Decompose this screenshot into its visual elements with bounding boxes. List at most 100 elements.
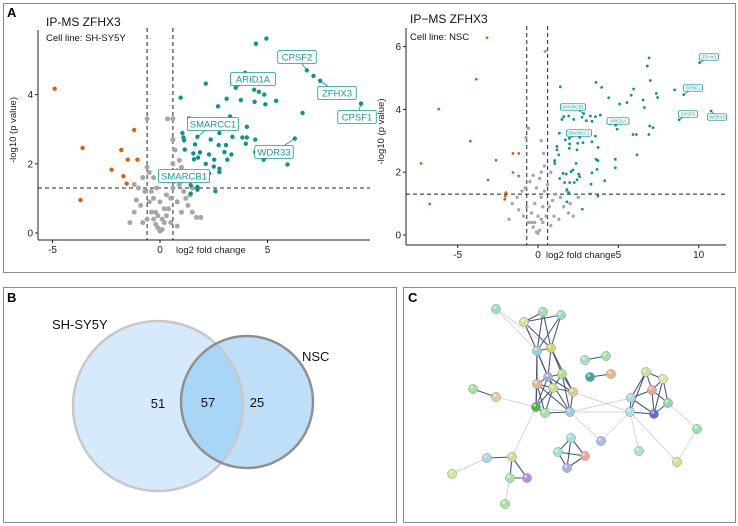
down-point — [52, 86, 57, 91]
ns-point — [541, 151, 546, 156]
network-edge-weak — [572, 391, 631, 413]
ns-point — [539, 217, 543, 221]
ns-point — [528, 179, 532, 184]
network-node-highlight — [493, 305, 497, 309]
ns-point — [576, 195, 580, 200]
down-point — [468, 139, 472, 143]
y-tick-label: 0 — [27, 229, 33, 240]
ns-point — [176, 182, 182, 188]
network-edge-strong — [523, 314, 562, 323]
up-point — [223, 142, 229, 148]
network-node-highlight — [542, 409, 546, 413]
protein-label: CPSF2 — [282, 53, 313, 64]
up-point — [225, 157, 230, 162]
up-point — [262, 92, 267, 97]
up-point — [253, 41, 259, 46]
ns-point — [146, 169, 152, 175]
ns-point — [151, 195, 157, 201]
network-node-highlight — [603, 352, 607, 356]
up-point — [195, 155, 201, 160]
up-point — [576, 141, 580, 145]
up-point — [197, 150, 203, 155]
down-point — [119, 147, 124, 153]
ns-point — [163, 192, 169, 198]
up-point — [557, 153, 561, 157]
up-point — [555, 148, 559, 152]
ns-point — [174, 223, 180, 229]
down-point — [78, 197, 83, 203]
up-point — [567, 191, 571, 195]
up-point — [358, 101, 364, 106]
up-point — [224, 96, 229, 101]
ns-point — [161, 206, 167, 212]
ns-point — [138, 202, 144, 208]
panel-c-letter: C — [408, 290, 418, 305]
up-point — [182, 147, 187, 152]
ns-point — [127, 220, 133, 226]
ns-point — [144, 116, 150, 122]
venn-outline-shsy5y — [71, 319, 245, 493]
ns-point — [550, 198, 555, 203]
ns-point — [524, 135, 528, 140]
network-node — [546, 343, 556, 353]
up-point — [581, 141, 585, 145]
up-point — [613, 157, 617, 161]
network-node-highlight — [570, 388, 574, 392]
network-node — [606, 369, 616, 379]
up-point — [615, 127, 619, 131]
y-tick-label: 6 — [395, 42, 401, 53]
y-tick-label: 2 — [395, 168, 401, 179]
network-node-highlight — [660, 375, 664, 379]
up-point — [603, 179, 607, 183]
network-node — [543, 372, 553, 382]
network-edge-weak — [569, 397, 632, 413]
volcano-plot-nsc: IP−MS ZFHX3 Cell line: NSC 0 2 4 6 -5 0 5 10 log2 … — [376, 12, 727, 261]
ns-point — [549, 223, 553, 228]
up-point — [647, 56, 651, 60]
network-edge-strong — [629, 371, 647, 413]
protein-label-box — [187, 117, 239, 131]
up-point — [580, 207, 584, 211]
up-point — [596, 159, 600, 162]
ns-point — [136, 185, 141, 191]
network-node-highlight — [628, 394, 632, 398]
venn-diagram: SH-SY5Y NSC 51 57 25 — [52, 317, 329, 493]
ns-point — [148, 209, 154, 215]
ns-point — [166, 206, 172, 212]
x-tick-label: 0 — [535, 250, 541, 261]
network-node-highlight — [509, 453, 513, 457]
protein-label-box — [560, 103, 586, 111]
ns-point — [520, 189, 524, 193]
network-edge-weak — [629, 411, 678, 463]
network-node — [649, 409, 659, 419]
ns-point — [533, 201, 537, 206]
network-node-highlight — [559, 370, 563, 374]
x-tick-label: 5 — [265, 245, 271, 256]
network-node — [522, 473, 532, 483]
up-point — [191, 157, 197, 162]
up-point — [631, 133, 635, 136]
protein-label: CPSF2 — [681, 112, 696, 117]
network-node-highlight — [582, 356, 586, 360]
up-point — [588, 192, 592, 196]
network-edge-strong — [536, 383, 546, 414]
network-node-highlight — [540, 308, 544, 312]
up-point — [263, 102, 268, 107]
ns-point — [174, 199, 180, 205]
up-point — [596, 194, 600, 198]
plot-title: IP-MS ZFHX3 — [46, 15, 121, 29]
network-node-highlight — [470, 385, 474, 389]
down-point — [428, 202, 432, 206]
down-point — [486, 178, 490, 182]
ns-point — [185, 202, 191, 208]
network-edge-strong — [547, 376, 571, 413]
up-point — [568, 142, 572, 146]
down-point — [135, 157, 140, 162]
down-point — [121, 174, 126, 179]
network-node — [568, 387, 578, 397]
up-point — [618, 102, 622, 106]
up-point — [647, 133, 651, 136]
up-point — [285, 162, 290, 167]
up-point — [244, 135, 250, 140]
up-point — [558, 177, 562, 180]
